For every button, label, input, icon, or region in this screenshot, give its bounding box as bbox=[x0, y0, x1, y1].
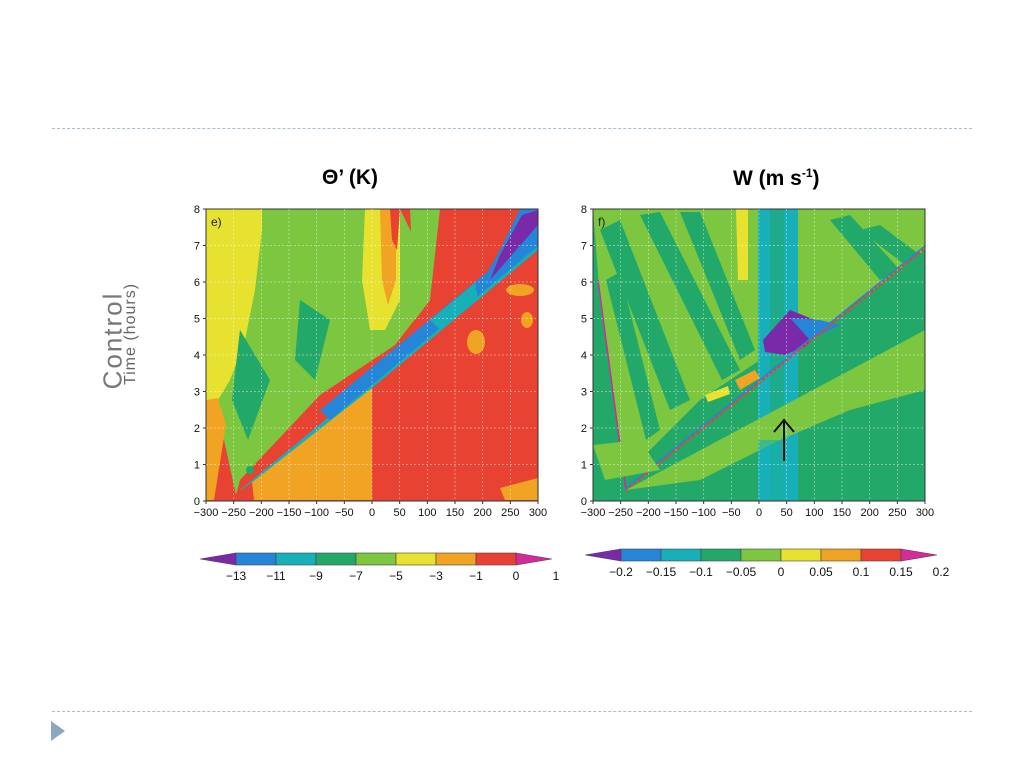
x-tick-label: 250 bbox=[501, 507, 519, 519]
colorbar-segment bbox=[275, 552, 317, 566]
y-tick-label: 0 bbox=[581, 496, 587, 508]
colorbar-segment bbox=[584, 548, 622, 562]
colorbar-label: 0 bbox=[778, 565, 785, 579]
x-tick-label: 300 bbox=[529, 507, 547, 519]
y-tick-label: 6 bbox=[581, 277, 587, 289]
y-tick-label: 3 bbox=[581, 387, 587, 399]
colorbar-segment bbox=[435, 552, 477, 566]
colorbar-label: −11 bbox=[266, 569, 286, 583]
x-tick-label: 200 bbox=[860, 507, 878, 519]
panel-e-plot bbox=[206, 209, 538, 501]
colorbar-segment bbox=[315, 552, 357, 566]
colorbar-label: −7 bbox=[349, 569, 363, 583]
y-tick-label: 1 bbox=[581, 460, 587, 472]
colorbar-segment bbox=[900, 548, 938, 562]
x-tick-label: −300 bbox=[581, 507, 606, 519]
panel-e-grid bbox=[206, 209, 538, 501]
colorbar-segment bbox=[660, 548, 702, 562]
next-slide-arrow-icon[interactable] bbox=[51, 721, 65, 741]
x-tick-label: −50 bbox=[335, 507, 354, 519]
panel-f-title-sup: -1 bbox=[801, 166, 813, 180]
panel-f-ticks: −300 −250 −200 −150 −100 −50 0 50 100 150 200 250 30… bbox=[581, 204, 935, 519]
panel-e-label: e) bbox=[211, 215, 222, 229]
panel-f-title-main: W (m s bbox=[733, 167, 802, 190]
y-tick-label: 2 bbox=[581, 423, 587, 435]
panel-e-colorbar: −13 −11 −9 −7 −5 −3 −1 0 1 bbox=[199, 552, 560, 583]
x-tick-label: 300 bbox=[916, 507, 934, 519]
colorbar-segment bbox=[780, 548, 822, 562]
x-tick-label: −100 bbox=[691, 507, 716, 519]
colorbar-segment bbox=[475, 552, 517, 566]
x-tick-label: 50 bbox=[781, 507, 793, 519]
y-tick-label: 8 bbox=[194, 204, 200, 216]
x-tick-label: −150 bbox=[664, 507, 689, 519]
y-tick-label: 0 bbox=[194, 496, 200, 508]
y-tick-label: 8 bbox=[581, 204, 587, 216]
y-tick-label: 4 bbox=[581, 350, 587, 362]
x-tick-label: −250 bbox=[221, 507, 246, 519]
y-tick-label: 7 bbox=[194, 241, 200, 253]
colorbar-segment bbox=[620, 548, 662, 562]
x-tick-label: −200 bbox=[636, 507, 661, 519]
y-tick-label: 5 bbox=[194, 314, 200, 326]
colorbar-label: −0.15 bbox=[646, 565, 677, 579]
x-tick-label: 150 bbox=[833, 507, 851, 519]
colorbar-label: −0.05 bbox=[726, 565, 757, 579]
x-tick-label: 0 bbox=[369, 507, 375, 519]
annotation-arrow-icon bbox=[773, 418, 795, 461]
colorbar-label: 0 bbox=[513, 569, 520, 583]
y-tick-label: 2 bbox=[194, 423, 200, 435]
colorbar-label: 0.05 bbox=[809, 565, 833, 579]
colorbar-label: −5 bbox=[389, 569, 403, 583]
x-tick-label: 150 bbox=[446, 507, 464, 519]
panel-e-ticks: −300 −250 −200 −150 −100 −50 0 50 100 150 200 250 30… bbox=[194, 204, 548, 519]
top-divider bbox=[52, 128, 972, 129]
colorbar-label: −9 bbox=[309, 569, 323, 583]
bottom-divider bbox=[52, 711, 972, 712]
y-tick-label: 3 bbox=[194, 387, 200, 399]
panel-f-colorbar: −0.2 −0.15 −0.1 −0.05 0 0.05 0.1 0.15 0.2 bbox=[584, 548, 950, 579]
colorbar-segment bbox=[740, 548, 782, 562]
y-tick-label: 7 bbox=[581, 241, 587, 253]
x-tick-label: −250 bbox=[608, 507, 633, 519]
x-tick-label: 100 bbox=[418, 507, 436, 519]
colorbar-label: −0.2 bbox=[609, 565, 633, 579]
x-tick-label: 50 bbox=[394, 507, 406, 519]
colorbar-label: 0.15 bbox=[889, 565, 913, 579]
colorbar-segment bbox=[515, 552, 553, 566]
colorbar-segment bbox=[820, 548, 862, 562]
colorbar-label: 0.1 bbox=[853, 565, 870, 579]
colorbar-label: 0.2 bbox=[933, 565, 950, 579]
x-tick-label: 100 bbox=[805, 507, 823, 519]
colorbar-segment bbox=[199, 552, 237, 566]
colorbar-label: 1 bbox=[553, 569, 560, 583]
colorbar-label: −1 bbox=[469, 569, 483, 583]
x-tick-label: 250 bbox=[888, 507, 906, 519]
x-tick-label: 200 bbox=[473, 507, 491, 519]
y-tick-label: 1 bbox=[194, 460, 200, 472]
x-tick-label: −150 bbox=[277, 507, 302, 519]
colorbar-label: −0.1 bbox=[689, 565, 713, 579]
x-tick-label: −200 bbox=[249, 507, 274, 519]
x-tick-label: −300 bbox=[194, 507, 219, 519]
colorbar-segment bbox=[860, 548, 902, 562]
y-tick-label: 4 bbox=[194, 350, 200, 362]
colorbar-segment bbox=[395, 552, 437, 566]
colorbar-label: −3 bbox=[429, 569, 443, 583]
y-tick-label: 6 bbox=[194, 277, 200, 289]
colorbar-segment bbox=[235, 552, 277, 566]
colorbar-segment bbox=[700, 548, 742, 562]
y-tick-label: 5 bbox=[581, 314, 587, 326]
panel-e-title: Θ’ (K) bbox=[322, 166, 378, 189]
panel-f-label: f) bbox=[598, 215, 605, 229]
panel-f-title-end: ) bbox=[812, 167, 820, 190]
x-tick-label: 0 bbox=[756, 507, 762, 519]
panel-f-grid bbox=[593, 209, 925, 501]
colorbar-label: −13 bbox=[226, 569, 247, 583]
panel-f-title: W (m s-1) bbox=[733, 166, 820, 191]
colorbar-segment bbox=[355, 552, 397, 566]
x-tick-label: −50 bbox=[722, 507, 741, 519]
x-tick-label: −100 bbox=[304, 507, 329, 519]
